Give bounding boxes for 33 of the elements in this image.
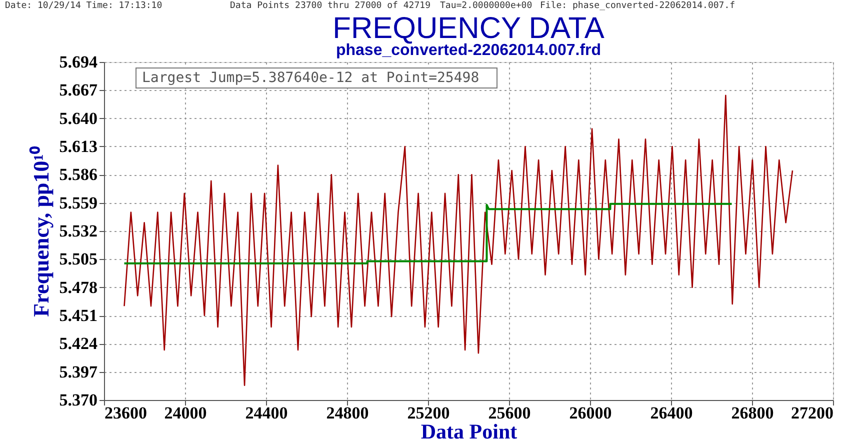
x-tick-label: 25600: [488, 404, 531, 422]
annotation: Largest Jump=5.387640e-12 at Point=25498: [142, 70, 480, 86]
y-tick-label: 5.640: [59, 108, 98, 128]
x-axis-title: Data Point: [420, 420, 518, 442]
x-tick-label: 24000: [164, 404, 207, 422]
y-tick-label: 5.370: [59, 390, 98, 410]
text: Data Points 23700 thru 27000 of 42719: [230, 1, 430, 11]
y-tick-label: 5.694: [59, 52, 98, 72]
y-tick-label: 5.505: [59, 250, 98, 269]
y-tick-label: 5.397: [59, 362, 98, 382]
x-tick-label: 26000: [569, 404, 612, 422]
line-series: [124, 94, 794, 386]
y-tick-label: 5.559: [59, 193, 98, 212]
y-tick-label: 5.532: [59, 222, 98, 240]
y-tick-label: 5.613: [59, 137, 98, 156]
y-tick-label: 5.586: [59, 165, 98, 184]
x-tick-label: 25200: [407, 404, 450, 422]
x-tick-label: 27200: [791, 404, 834, 422]
y-tick-label: 5.667: [59, 80, 98, 100]
y-tick-label: 5.478: [59, 278, 98, 297]
y-tick-label: 5.451: [59, 306, 98, 325]
x-tick-label: 26400: [650, 404, 693, 422]
x-tick-label: 24400: [245, 404, 288, 422]
x-tick-label: 24800: [326, 404, 369, 422]
text: File: phase_converted-22062014.007.f: [540, 1, 736, 11]
line-series: [123, 202, 733, 264]
y-tick-label: 5.424: [59, 334, 98, 354]
x-tick-label: 23600: [104, 404, 147, 422]
text: Tau=2.0000000e+00: [440, 1, 532, 11]
y-axis-title: Frequency, pp10¹⁰: [28, 146, 54, 317]
x-tick-label: 26800: [731, 404, 774, 422]
text: Date: 10/29/14 Time: 17:13:10: [5, 1, 162, 11]
chart-subtitle: phase_converted-22062014.007.frd: [336, 42, 602, 59]
